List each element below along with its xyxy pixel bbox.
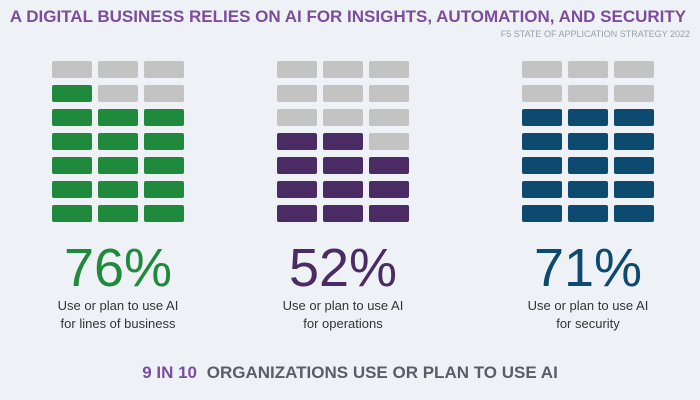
filled-cell: [52, 205, 92, 222]
filled-cell: [568, 157, 608, 174]
subtitle: F5 STATE OF APPLICATION STRATEGY 2022: [501, 29, 690, 39]
filled-cell: [98, 205, 138, 222]
empty-cell: [614, 85, 654, 102]
filled-cell: [369, 157, 409, 174]
filled-cell: [614, 181, 654, 198]
filled-cell: [52, 181, 92, 198]
filled-cell: [144, 109, 184, 126]
empty-cell: [522, 61, 562, 78]
filled-cell: [522, 205, 562, 222]
filled-cell: [52, 133, 92, 150]
filled-cell: [277, 157, 317, 174]
filled-cell: [323, 157, 363, 174]
empty-cell: [277, 61, 317, 78]
empty-cell: [369, 109, 409, 126]
description: for security: [556, 316, 620, 331]
empty-cell: [369, 61, 409, 78]
filled-cell: [144, 181, 184, 198]
filled-cell: [144, 157, 184, 174]
filled-cell: [52, 157, 92, 174]
filled-cell: [568, 109, 608, 126]
empty-cell: [52, 61, 92, 78]
filled-cell: [144, 133, 184, 150]
title: A DIGITAL BUSINESS RELIES ON AI FOR INSI…: [10, 7, 687, 26]
filled-cell: [522, 181, 562, 198]
empty-cell: [144, 61, 184, 78]
empty-cell: [323, 109, 363, 126]
filled-cell: [568, 181, 608, 198]
filled-cell: [52, 85, 92, 102]
filled-cell: [277, 133, 317, 150]
filled-cell: [369, 181, 409, 198]
empty-cell: [277, 109, 317, 126]
filled-cell: [98, 157, 138, 174]
empty-cell: [568, 85, 608, 102]
empty-cell: [369, 85, 409, 102]
description: Use or plan to use AI: [58, 298, 179, 313]
value-label: 52%: [289, 238, 397, 298]
empty-cell: [323, 61, 363, 78]
filled-cell: [522, 157, 562, 174]
filled-cell: [144, 205, 184, 222]
filled-cell: [323, 205, 363, 222]
empty-cell: [277, 85, 317, 102]
empty-cell: [568, 61, 608, 78]
filled-cell: [323, 133, 363, 150]
filled-cell: [568, 205, 608, 222]
empty-cell: [614, 61, 654, 78]
empty-cell: [369, 133, 409, 150]
filled-cell: [98, 181, 138, 198]
empty-cell: [522, 85, 562, 102]
filled-cell: [369, 205, 409, 222]
footer-highlight: 9 IN 10: [142, 363, 197, 382]
filled-cell: [614, 109, 654, 126]
empty-cell: [98, 61, 138, 78]
filled-cell: [614, 205, 654, 222]
description: for operations: [303, 316, 383, 331]
filled-cell: [98, 109, 138, 126]
description: for lines of business: [61, 316, 176, 331]
value-label: 76%: [64, 238, 172, 298]
footer-text: ORGANIZATIONS USE OR PLAN TO USE AI: [207, 363, 558, 382]
footer: 9 IN 10 ORGANIZATIONS USE OR PLAN TO USE…: [142, 363, 558, 382]
filled-cell: [98, 133, 138, 150]
empty-cell: [98, 85, 138, 102]
filled-cell: [277, 205, 317, 222]
filled-cell: [568, 133, 608, 150]
filled-cell: [522, 109, 562, 126]
empty-cell: [323, 85, 363, 102]
description: Use or plan to use AI: [528, 298, 649, 313]
filled-cell: [522, 133, 562, 150]
filled-cell: [614, 157, 654, 174]
filled-cell: [277, 181, 317, 198]
filled-cell: [323, 181, 363, 198]
value-label: 71%: [534, 238, 642, 298]
filled-cell: [614, 133, 654, 150]
empty-cell: [144, 85, 184, 102]
filled-cell: [52, 109, 92, 126]
description: Use or plan to use AI: [283, 298, 404, 313]
